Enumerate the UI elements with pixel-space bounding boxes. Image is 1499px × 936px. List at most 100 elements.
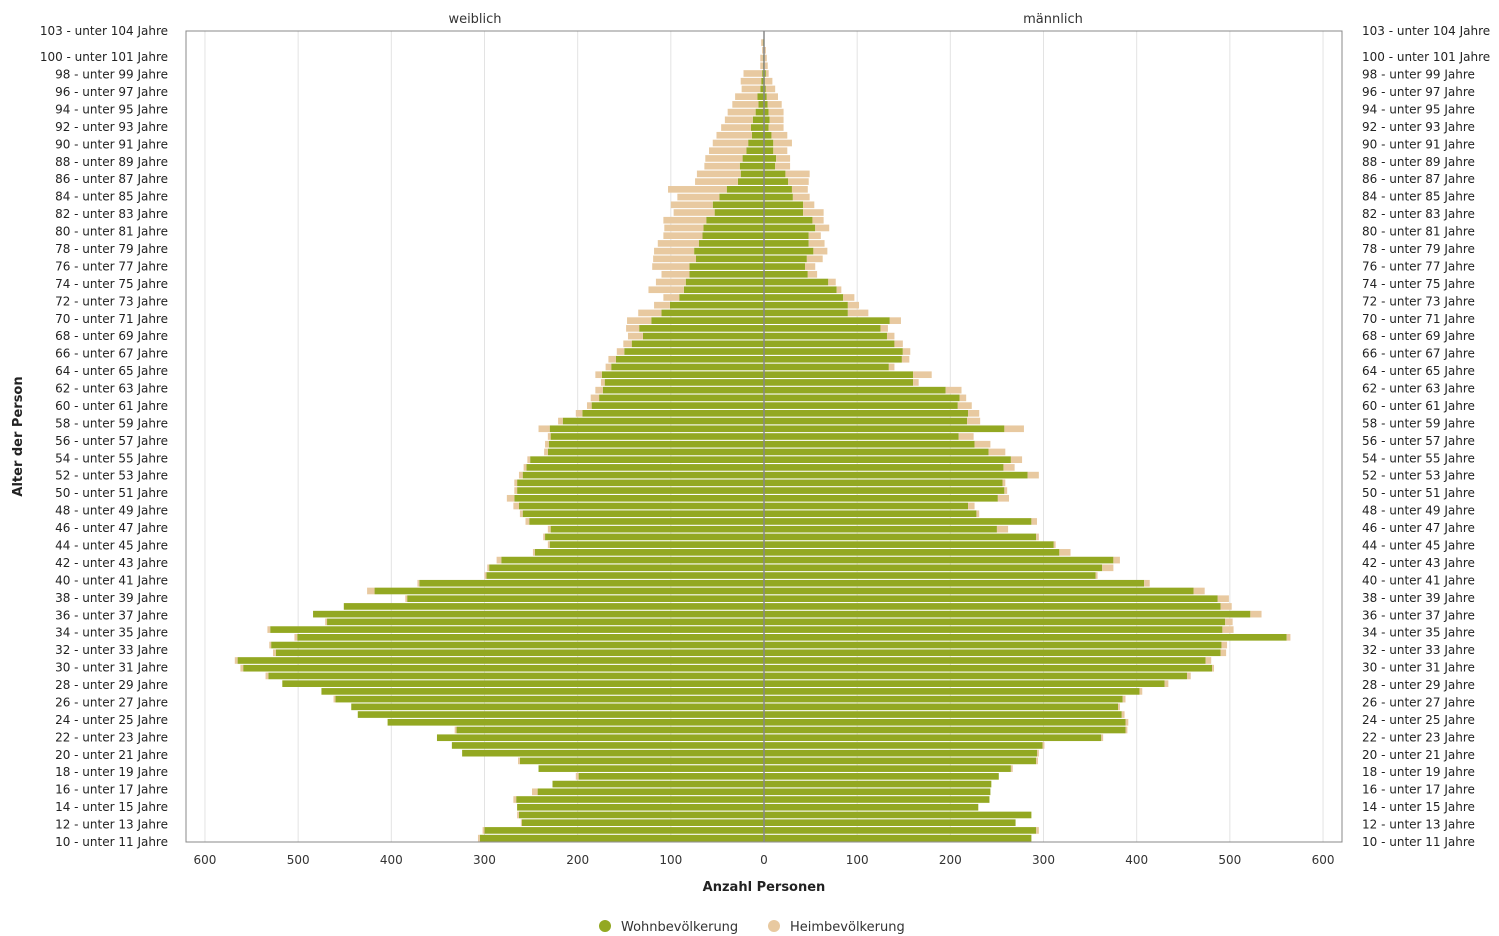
bar-male-wohn — [764, 618, 1226, 626]
age-label-left: 42 - unter 43 Jahre — [55, 556, 168, 570]
bar-male-wohn — [764, 309, 848, 317]
bar-female-heim — [272, 649, 276, 657]
bar-female-heim — [712, 139, 749, 147]
bar-male-wohn — [764, 247, 814, 255]
bar-male-wohn — [764, 641, 1222, 649]
bar-female-heim — [367, 587, 375, 595]
bar-male-wohn — [764, 170, 786, 178]
bar-female-wohn — [343, 603, 764, 610]
bar-male-wohn — [764, 70, 766, 77]
bar-male-heim — [803, 209, 824, 216]
bar-male-heim — [1286, 633, 1291, 641]
bar-male-wohn — [764, 216, 813, 224]
bar-male-wohn — [764, 834, 1032, 842]
legend-marker-wohnbevoelkerung — [599, 920, 611, 932]
bar-male-heim — [888, 363, 895, 371]
bar-male-wohn — [764, 402, 958, 409]
age-label-right: 30 - unter 31 Jahre — [1362, 661, 1475, 675]
bar-male-wohn — [764, 278, 829, 286]
age-label-right: 42 - unter 43 Jahre — [1362, 556, 1475, 570]
x-tick-label: 300 — [1032, 853, 1055, 867]
bar-male-wohn — [764, 718, 1126, 726]
x-tick-label: 200 — [939, 853, 962, 867]
bar-male-heim — [1010, 765, 1013, 772]
bar-male-wohn — [764, 603, 1221, 610]
bar-female-heim — [761, 39, 764, 46]
bar-female-heim — [668, 186, 727, 193]
bar-male-wohn — [764, 363, 889, 371]
bar-female-wohn — [750, 124, 764, 131]
bar-male-wohn — [764, 193, 793, 201]
bar-female-heim — [661, 270, 690, 278]
age-label-left: 52 - unter 53 Jahre — [55, 469, 168, 483]
bar-female-heim — [705, 155, 743, 162]
age-label-left: 58 - unter 59 Jahre — [55, 416, 168, 430]
bar-male-wohn — [764, 688, 1140, 695]
bar-female-heim — [626, 325, 640, 332]
bar-female-wohn — [631, 340, 764, 348]
bar-male-wohn — [764, 711, 1122, 718]
bar-male-wohn — [764, 734, 1102, 742]
bar-male-wohn — [764, 116, 770, 124]
bar-female-wohn — [321, 688, 764, 695]
age-label-left: 92 - unter 93 Jahre — [55, 120, 168, 134]
bar-male-wohn — [764, 93, 767, 100]
bar-male-heim — [1125, 726, 1128, 734]
bar-female-wohn — [694, 247, 764, 255]
bar-female-wohn — [514, 494, 764, 502]
bar-male-heim — [976, 510, 980, 518]
age-label-right: 103 - unter 104 Jahre — [1362, 24, 1490, 38]
bar-female-wohn — [742, 155, 764, 162]
x-tick-label: 300 — [473, 853, 496, 867]
bar-female-heim — [532, 788, 538, 796]
age-label-right: 76 - unter 77 Jahre — [1362, 259, 1475, 273]
bar-male-wohn — [764, 579, 1145, 587]
bar-female-wohn — [669, 301, 764, 309]
bar-female-wohn — [549, 541, 764, 548]
bar-male-heim — [968, 410, 980, 417]
age-label-left: 30 - unter 31 Jahre — [55, 661, 168, 675]
age-label-left: 32 - unter 33 Jahre — [55, 643, 168, 657]
bar-male-wohn — [764, 803, 979, 811]
bar-male-wohn — [764, 456, 1011, 463]
bar-female-heim — [638, 309, 662, 317]
bar-female-wohn — [522, 471, 764, 479]
age-label-left: 82 - unter 83 Jahre — [55, 207, 168, 221]
bar-female-heim — [735, 93, 758, 100]
bar-female-heim — [655, 278, 686, 286]
bar-female-wohn — [517, 487, 764, 494]
bar-female-wohn — [695, 255, 764, 263]
age-label-right: 64 - unter 65 Jahre — [1362, 364, 1475, 378]
bar-male-heim — [913, 379, 919, 386]
bar-male-wohn — [764, 626, 1223, 633]
bar-female-heim — [333, 695, 336, 703]
bar-female-wohn — [689, 270, 764, 278]
bar-male-wohn — [764, 657, 1206, 664]
bar-female-heim — [623, 340, 632, 348]
bar-male-heim — [1217, 595, 1229, 603]
bar-female-heim — [608, 355, 616, 363]
bar-female-heim — [520, 819, 522, 827]
bar-male-wohn — [764, 765, 1011, 772]
bar-female-wohn — [601, 371, 764, 379]
age-label-right: 86 - unter 87 Jahre — [1362, 172, 1475, 186]
age-label-right: 26 - unter 27 Jahre — [1362, 695, 1475, 709]
bar-female-heim — [525, 518, 530, 525]
bar-male-wohn — [764, 340, 895, 348]
bar-female-wohn — [479, 834, 764, 842]
age-label-right: 18 - unter 19 Jahre — [1362, 765, 1475, 779]
age-label-left: 96 - unter 97 Jahre — [55, 85, 168, 99]
legend: Wohnbevölkerung Heimbevölkerung — [599, 920, 905, 935]
bar-female-heim — [627, 332, 643, 340]
bar-male-wohn — [764, 317, 890, 324]
bar-female-heim — [513, 502, 519, 510]
age-label-right: 58 - unter 59 Jahre — [1362, 416, 1475, 430]
bar-male-wohn — [764, 680, 1165, 687]
bar-male-wohn — [764, 703, 1119, 711]
bar-female-heim — [732, 101, 759, 108]
age-label-left: 48 - unter 49 Jahre — [55, 504, 168, 518]
age-label-left: 78 - unter 79 Jahre — [55, 242, 168, 256]
age-label-left: 20 - unter 21 Jahre — [55, 748, 168, 762]
bar-female-wohn — [313, 610, 764, 618]
bar-male-wohn — [764, 294, 844, 301]
